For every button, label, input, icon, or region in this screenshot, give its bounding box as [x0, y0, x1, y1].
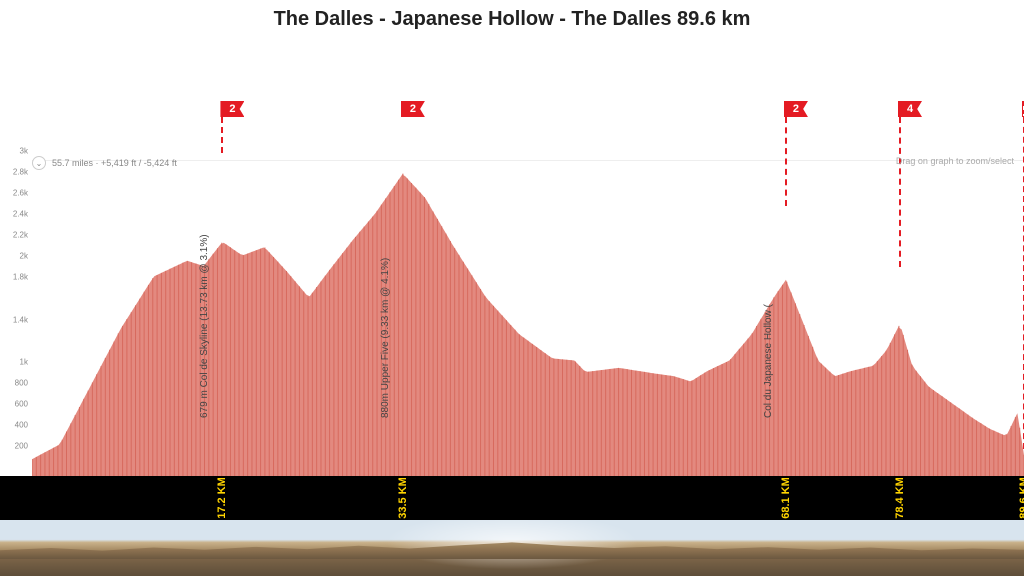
- y-axis: 200 400 600 800 1k 1.4k 1.8k 2k 2.2k 2.4k 2.6k 2.8k…: [0, 160, 32, 476]
- chevron-down-icon[interactable]: ⌄: [32, 156, 46, 170]
- climb-name: 679 m Col de Skyline (13.73 km @ 3.1%): [199, 234, 210, 418]
- y-tick: 2.2k: [13, 231, 28, 240]
- y-tick: 2.8k: [13, 168, 28, 177]
- category-flag-icon: 2: [220, 101, 244, 119]
- y-tick: 400: [15, 420, 28, 429]
- y-tick: 2k: [20, 252, 28, 261]
- category-flag-icon: 2: [784, 101, 808, 119]
- marker-dash: [221, 117, 223, 153]
- landscape-photo: [0, 520, 1024, 576]
- y-tick: 2.6k: [13, 189, 28, 198]
- climb-name: Col du Japanese Hollow (: [763, 304, 774, 418]
- y-tick: 3k: [20, 147, 28, 156]
- y-tick: 1.8k: [13, 273, 28, 282]
- stats-bar: ⌄ 55.7 miles · +5,419 ft / -5,424 ft: [32, 156, 177, 170]
- y-tick: 200: [15, 441, 28, 450]
- elevation-svg: [32, 161, 1024, 476]
- y-tick: 600: [15, 399, 28, 408]
- y-tick: 1k: [20, 357, 28, 366]
- y-tick: 800: [15, 378, 28, 387]
- km-label: 33.5 KM: [397, 477, 409, 519]
- km-label: 89.6 KM: [1018, 477, 1024, 519]
- marker-dash: [785, 117, 787, 206]
- zoom-hint: Drag on graph to zoom/select: [896, 156, 1014, 166]
- category-flag-icon: 2: [401, 101, 425, 119]
- km-band: 17.2 KM 33.5 KM 68.1 KM 78.4 KM 89.6 KM: [0, 476, 1024, 520]
- page-title: The Dalles - Japanese Hollow - The Dalle…: [0, 0, 1024, 31]
- marker-dash: [899, 117, 901, 267]
- km-label: 17.2 KM: [216, 477, 228, 519]
- elevation-chart: ⌄ 55.7 miles · +5,419 ft / -5,424 ft Dra…: [0, 40, 1024, 576]
- climb-name: 880m Upper Five (9.33 km @ 4.1%): [380, 258, 391, 418]
- plot-area[interactable]: 2679 m Col de Skyline (13.73 km @ 3.1%)2…: [32, 160, 1024, 476]
- y-tick: 2.4k: [13, 210, 28, 219]
- y-tick: 1.4k: [13, 315, 28, 324]
- category-flag-icon: 4: [898, 101, 922, 119]
- km-label: 78.4 KM: [894, 477, 906, 519]
- km-label: 68.1 KM: [780, 477, 792, 519]
- stats-text: 55.7 miles · +5,419 ft / -5,424 ft: [52, 158, 177, 168]
